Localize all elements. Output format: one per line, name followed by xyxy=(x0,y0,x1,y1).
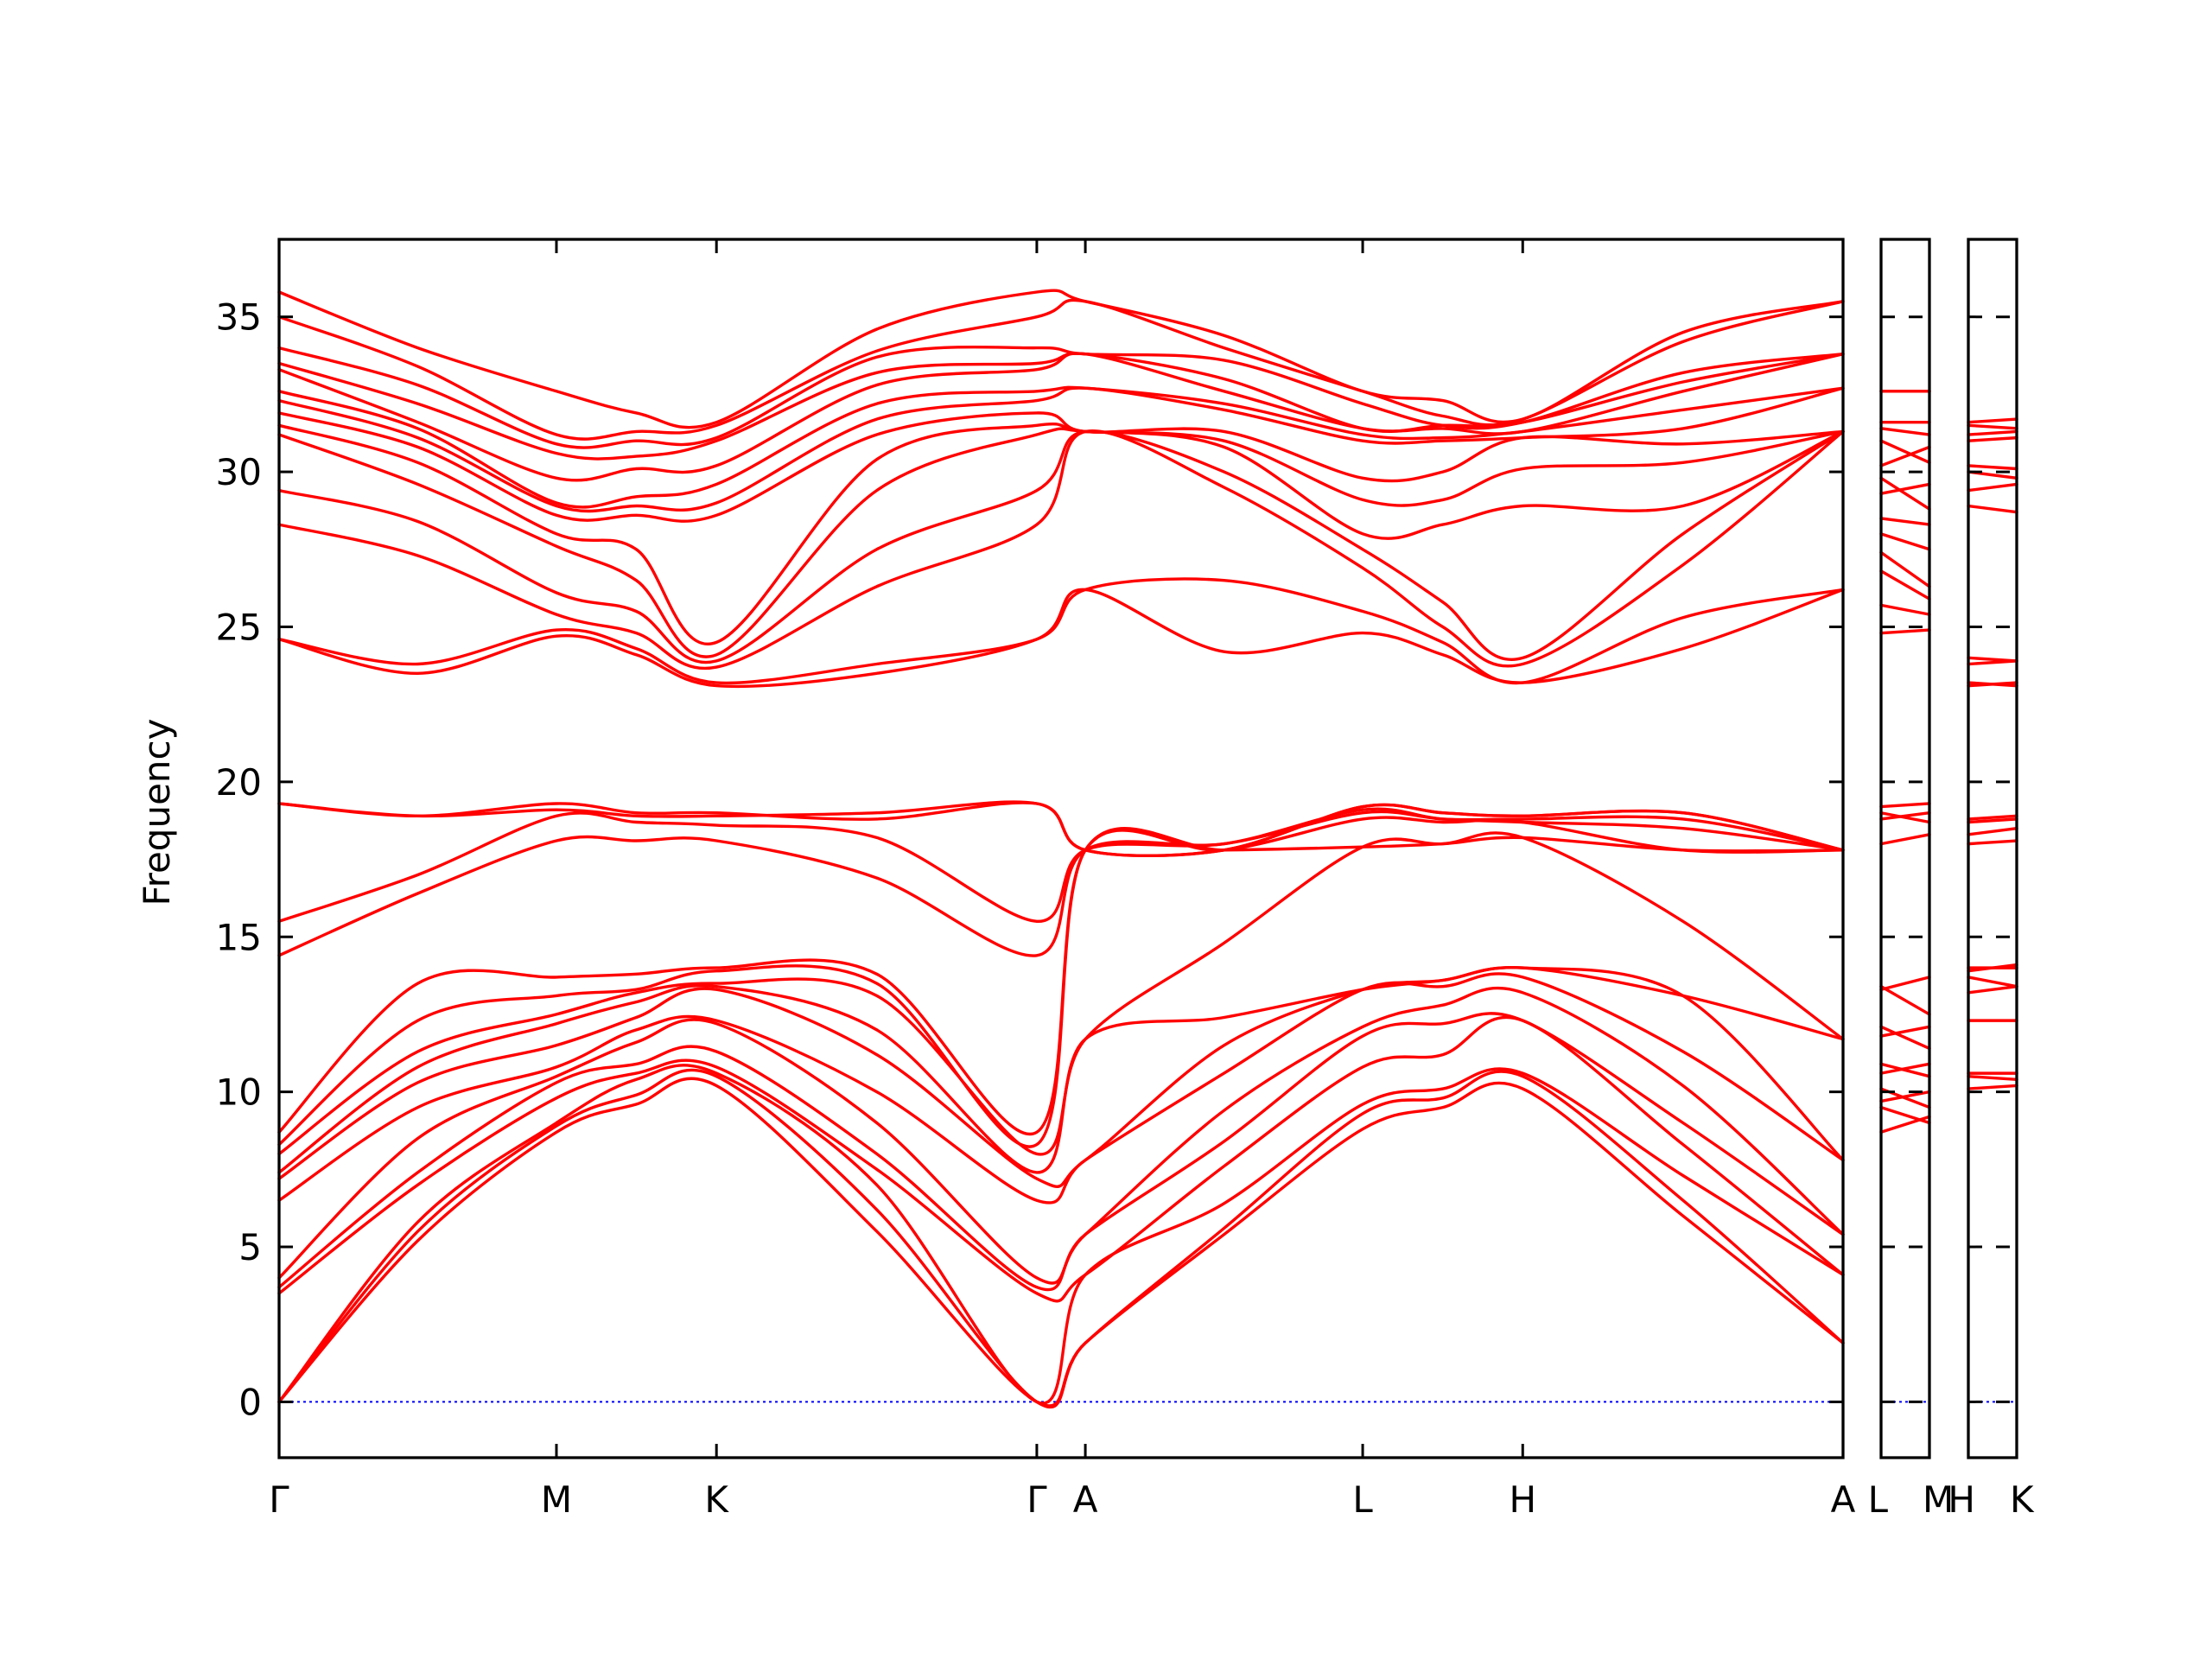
y-tick-label: 5 xyxy=(238,1226,262,1268)
band-line-0-15 xyxy=(277,801,1845,858)
band-line-0-8 xyxy=(277,965,1845,1174)
plot-frame-1 xyxy=(1879,238,1931,1459)
x-tick-label: L xyxy=(1352,1478,1373,1521)
band-line-0-11 xyxy=(277,816,1845,1136)
band-line-2-22 xyxy=(1967,423,2018,430)
band-line-2-1 xyxy=(1967,1075,2018,1081)
band-line-0-23 xyxy=(277,386,1845,513)
band-line-0-13 xyxy=(277,807,1845,924)
band-line-0-24 xyxy=(277,385,1845,509)
band-line-1-7 xyxy=(1879,1025,1931,1051)
band-line-0-16 xyxy=(277,588,1845,689)
band-line-1-9 xyxy=(1879,984,1931,1016)
band-line-0-25 xyxy=(277,352,1845,482)
band-line-0-3 xyxy=(277,1015,1845,1303)
band-line-0-1 xyxy=(277,1068,1845,1409)
band-line-1-22 xyxy=(1879,445,1931,467)
band-line-0-27 xyxy=(277,345,1845,449)
band-line-1-21 xyxy=(1879,476,1931,511)
band-line-1-4 xyxy=(1879,1062,1931,1075)
band-line-2-9 xyxy=(1967,826,2018,836)
band-line-1-6 xyxy=(1879,1025,1931,1038)
band-line-1-24 xyxy=(1879,427,1931,436)
y-tick-label: 0 xyxy=(238,1381,262,1423)
plot-frame-2 xyxy=(1967,238,2018,1459)
y-tick-label: 35 xyxy=(216,296,262,339)
x-tick-label: H xyxy=(1509,1478,1536,1521)
band-line-2-4 xyxy=(1967,984,2018,995)
band-line-2-20 xyxy=(1967,435,2018,442)
band-line-2-5 xyxy=(1967,976,2018,988)
y-tick-label: 20 xyxy=(216,761,262,804)
band-line-2-8 xyxy=(1967,839,2018,846)
band-line-0-14 xyxy=(277,800,1845,858)
band-line-2-7 xyxy=(1967,963,2018,973)
band-line-0-19 xyxy=(277,429,1845,664)
band-line-1-15 xyxy=(1879,603,1931,616)
band-line-0-12 xyxy=(277,810,1845,957)
band-line-1-20 xyxy=(1879,482,1931,495)
band-line-0-29 xyxy=(277,289,1845,429)
band-line-0-21 xyxy=(277,422,1845,646)
band-line-1-12 xyxy=(1879,811,1931,824)
y-axis-label: Frequency xyxy=(136,719,178,906)
band-line-0-6 xyxy=(277,972,1845,1205)
band-line-0-5 xyxy=(277,986,1845,1285)
band-line-1-1 xyxy=(1879,1105,1931,1125)
x-tick-label: Γ xyxy=(1027,1478,1047,1521)
band-line-0-2 xyxy=(277,1064,1845,1405)
y-tick-label: 30 xyxy=(216,451,262,493)
band-line-1-18 xyxy=(1879,532,1931,551)
y-tick-label: 25 xyxy=(216,606,262,648)
band-line-1-8 xyxy=(1879,976,1931,991)
y-tick-label: 15 xyxy=(216,916,262,958)
band-line-2-21 xyxy=(1967,429,2018,436)
band-line-1-11 xyxy=(1879,811,1931,821)
band-line-2-11 xyxy=(1967,814,2018,821)
band-line-1-17 xyxy=(1879,550,1931,588)
band-line-1-16 xyxy=(1879,569,1931,601)
band-line-2-16 xyxy=(1967,504,2018,514)
band-line-2-13 xyxy=(1967,681,2018,688)
band-line-0-20 xyxy=(277,427,1845,658)
x-tick-label: A xyxy=(1073,1478,1098,1521)
band-line-1-10 xyxy=(1879,833,1931,846)
band-line-1-19 xyxy=(1879,517,1931,526)
band-line-1-13 xyxy=(1879,802,1931,809)
band-line-1-5 xyxy=(1879,1062,1931,1078)
band-line-2-0 xyxy=(1967,1084,2018,1090)
band-line-2-10 xyxy=(1967,817,2018,824)
band-line-1-23 xyxy=(1879,439,1931,465)
band-line-2-23 xyxy=(1967,417,2018,424)
bands-layer xyxy=(277,289,2018,1409)
x-tick-label: H xyxy=(1948,1478,1975,1521)
plot-frame-0 xyxy=(277,238,1845,1459)
y-tick-label: 10 xyxy=(216,1071,262,1114)
band-line-2-19 xyxy=(1967,464,2018,471)
x-tick-label: M xyxy=(541,1478,572,1521)
band-line-0-18 xyxy=(277,429,1845,671)
x-tick-label: A xyxy=(1831,1478,1856,1521)
x-tick-label: L xyxy=(1868,1478,1889,1521)
band-line-1-0 xyxy=(1879,1115,1931,1134)
x-tick-label: K xyxy=(2010,1478,2035,1521)
x-tick-label: Γ xyxy=(269,1478,289,1521)
x-tick-label: M xyxy=(1923,1478,1954,1521)
band-line-2-15 xyxy=(1967,656,2018,663)
band-line-0-17 xyxy=(277,577,1845,685)
band-line-0-26 xyxy=(277,352,1845,461)
x-tick-label: K xyxy=(704,1478,729,1521)
band-line-2-17 xyxy=(1967,482,2018,493)
band-line-1-14 xyxy=(1879,628,1931,635)
